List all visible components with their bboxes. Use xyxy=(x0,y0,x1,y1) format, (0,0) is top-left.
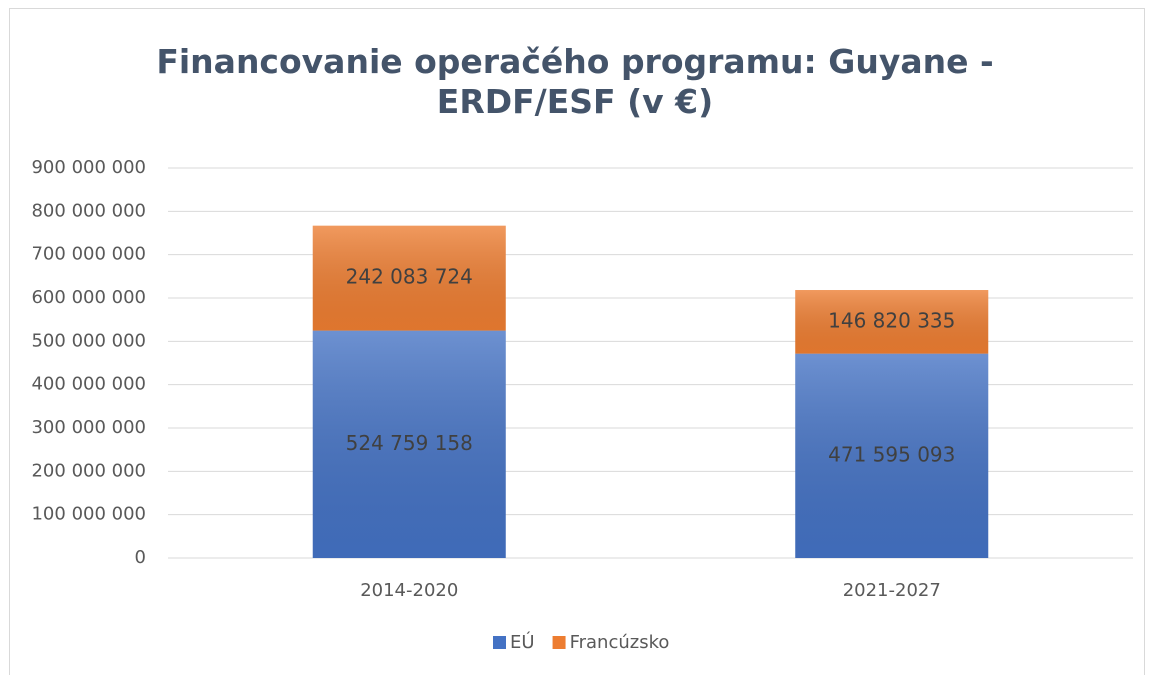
legend-label: EÚ xyxy=(510,631,535,653)
bar-shade xyxy=(795,353,989,558)
y-tick-label: 800 000 000 xyxy=(31,200,146,221)
x-tick-label: 2021-2027 xyxy=(843,580,941,601)
bar-shade xyxy=(312,330,506,558)
y-tick-label: 100 000 000 xyxy=(31,504,146,525)
data-label: 146 820 335 xyxy=(828,308,955,332)
legend-swatch xyxy=(552,636,566,649)
y-tick-label: 300 000 000 xyxy=(31,417,146,438)
y-tick-label: 500 000 000 xyxy=(31,330,146,351)
y-tick-label: 0 xyxy=(135,547,146,568)
legend-label: Francúzsko xyxy=(570,632,670,653)
bar-shade xyxy=(795,290,989,354)
data-label: 242 083 724 xyxy=(346,265,473,289)
y-tick-label: 900 000 000 xyxy=(31,157,146,178)
chart-title: Financovanie operačého programu: Guyane … xyxy=(156,42,994,121)
y-tick-label: 600 000 000 xyxy=(31,287,146,308)
y-tick-label: 700 000 000 xyxy=(31,244,146,265)
data-label: 471 595 093 xyxy=(828,442,955,466)
y-tick-label: 200 000 000 xyxy=(31,460,146,481)
bar-shade xyxy=(312,225,506,331)
chart-border xyxy=(9,8,1145,675)
data-label: 524 759 158 xyxy=(346,431,473,455)
legend-swatch xyxy=(493,636,506,649)
x-tick-label: 2014-2020 xyxy=(360,580,458,601)
y-tick-label: 400 000 000 xyxy=(31,374,146,395)
